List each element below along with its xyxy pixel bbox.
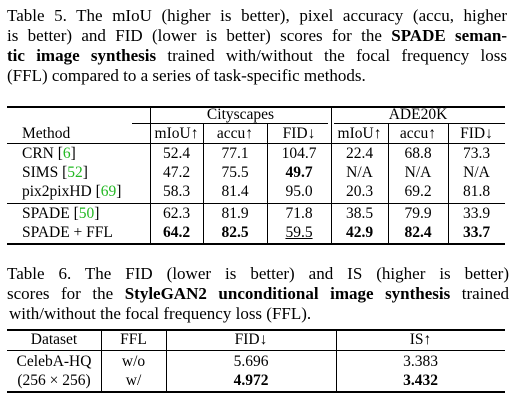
table5-col-divider xyxy=(203,124,204,245)
table5-method-cell: pix2pixHD [69] xyxy=(22,183,122,200)
table5-caption-line-4: (FFL) compared to a series of task-speci… xyxy=(7,66,366,85)
table5-caption: Table 5. The mIoU (higher is better), pi… xyxy=(7,6,507,86)
table5-group-rule xyxy=(7,203,505,204)
table6-header-fid: FID↓ xyxy=(234,331,268,348)
citation-link[interactable]: 50 xyxy=(78,205,95,222)
table-cell: w/ xyxy=(125,372,142,389)
table6-header-rule xyxy=(7,350,505,351)
citation-link[interactable]: 69 xyxy=(100,183,117,200)
table6-caption-line-3: with/without the focal frequency loss (F… xyxy=(9,304,312,323)
table-cell-best: 49.7 xyxy=(285,164,313,181)
table-cell: 33.9 xyxy=(462,205,491,222)
table-cell: 62.3 xyxy=(162,205,191,222)
table-cell-second: 59.5 xyxy=(267,224,331,242)
table5-group-cityscapes: Cityscapes xyxy=(206,106,275,123)
table5-method-cell: CRN [6] xyxy=(22,145,76,162)
table5-method-cell: SPADE [50] xyxy=(22,205,100,222)
table6-caption-line-2: scores for the StyleGAN2 unconditional i… xyxy=(7,284,509,303)
table6-caption: Table 6. The FID (lower is better) and I… xyxy=(7,264,509,324)
table-cell-best: 42.9 xyxy=(345,224,374,241)
table-cell: 104.7 xyxy=(281,145,317,162)
table5-header-accu: accu↑ xyxy=(216,125,254,142)
underlined-value: 59.5 xyxy=(285,224,313,241)
table-cell: 38.5 xyxy=(345,205,374,222)
table5-col-divider xyxy=(388,124,389,245)
table6-col-divider xyxy=(101,329,102,393)
table5-header-fid: FID↓ xyxy=(282,125,316,142)
method-name: CRN xyxy=(22,145,54,162)
table-cell-best: 64.2 xyxy=(162,224,191,241)
table-cell: 77.1 xyxy=(221,145,249,162)
table5-group-ade20k: ADE20K xyxy=(388,106,448,123)
table-cell: 81.9 xyxy=(221,205,249,222)
table-cell: 73.3 xyxy=(462,145,491,162)
table5-method-cell: SPADE + FFL xyxy=(22,224,113,242)
table5-header-rule xyxy=(7,143,505,144)
table6-header-ffl: FFL xyxy=(120,331,147,348)
table-cell: N/A xyxy=(404,164,432,181)
table6-header-is: IS↑ xyxy=(409,331,432,348)
table-cell: 3.383 xyxy=(403,353,438,370)
table-cell: 69.2 xyxy=(404,183,432,200)
table5-col-divider xyxy=(267,124,268,245)
table6-header-dataset: Dataset xyxy=(30,331,78,348)
table-cell: 75.5 xyxy=(221,164,249,181)
table-cell: 52.4 xyxy=(162,145,191,162)
table-cell-best: 3.432 xyxy=(403,372,438,389)
table5-method-cell: SIMS [52] xyxy=(22,164,88,181)
table-cell: 47.2 xyxy=(162,164,191,181)
table6-bottom-rule xyxy=(7,391,505,393)
table6-caption-line-1: Table 6. The FID (lower is better) and I… xyxy=(7,264,509,283)
table-cell: N/A xyxy=(463,164,490,181)
table5-header-method: Method xyxy=(22,125,71,142)
table5-ade20k-rule xyxy=(334,123,505,124)
table-cell-best: 33.7 xyxy=(462,224,491,241)
dataset-name: CelebA-HQ xyxy=(16,353,92,370)
table5-col-divider xyxy=(448,124,449,245)
table5-cityscapes-rule xyxy=(132,123,328,124)
dataset-resolution: (256 × 256) xyxy=(17,372,91,389)
table-cell: 95.0 xyxy=(285,183,313,200)
table5-header-accu: accu↑ xyxy=(399,125,437,142)
table-cell: 58.3 xyxy=(162,183,191,200)
table-cell: N/A xyxy=(346,164,373,181)
table-cell: 81.8 xyxy=(462,183,491,200)
table5-caption-line-2: is better) and FID (lower is better) sco… xyxy=(7,26,507,45)
table5-caption-line-1: Table 5. The mIoU (higher is better), pi… xyxy=(7,6,507,25)
citation-link[interactable]: 6 xyxy=(62,145,71,162)
table-cell-best: 4.972 xyxy=(233,372,269,389)
table6-top-rule xyxy=(7,329,505,331)
table-cell: 5.696 xyxy=(233,353,269,370)
table6-col-divider xyxy=(336,329,337,393)
table-cell: 79.9 xyxy=(404,205,432,222)
table5-header-miou: mIoU↑ xyxy=(154,125,199,142)
table5-bottom-rule xyxy=(7,243,505,245)
table-cell: w/o xyxy=(121,353,146,370)
table5-header-fid: FID↓ xyxy=(460,125,493,142)
table-cell: 81.4 xyxy=(221,183,249,200)
table-cell-best: 82.4 xyxy=(404,224,432,241)
table-cell-best: 82.5 xyxy=(221,224,249,241)
method-name: SPADE + FFL xyxy=(22,224,113,241)
table5-method-divider xyxy=(150,106,151,245)
table5-dataset-divider xyxy=(331,106,332,245)
table5-header-miou: mIoU↑ xyxy=(337,125,382,142)
table-cell: 71.8 xyxy=(285,205,313,222)
table5-caption-line-3: tic image synthesis trained with/without… xyxy=(7,46,508,65)
method-name: SIMS xyxy=(22,164,59,181)
table6-col-divider xyxy=(166,329,167,393)
table-cell: 68.8 xyxy=(404,145,432,162)
table-cell: 22.4 xyxy=(345,145,374,162)
citation-link[interactable]: 52 xyxy=(67,164,83,181)
method-name: pix2pixHD xyxy=(22,183,92,200)
method-name: SPADE xyxy=(22,205,70,222)
table-cell: 20.3 xyxy=(345,183,374,200)
table5-top-rule xyxy=(7,106,505,108)
